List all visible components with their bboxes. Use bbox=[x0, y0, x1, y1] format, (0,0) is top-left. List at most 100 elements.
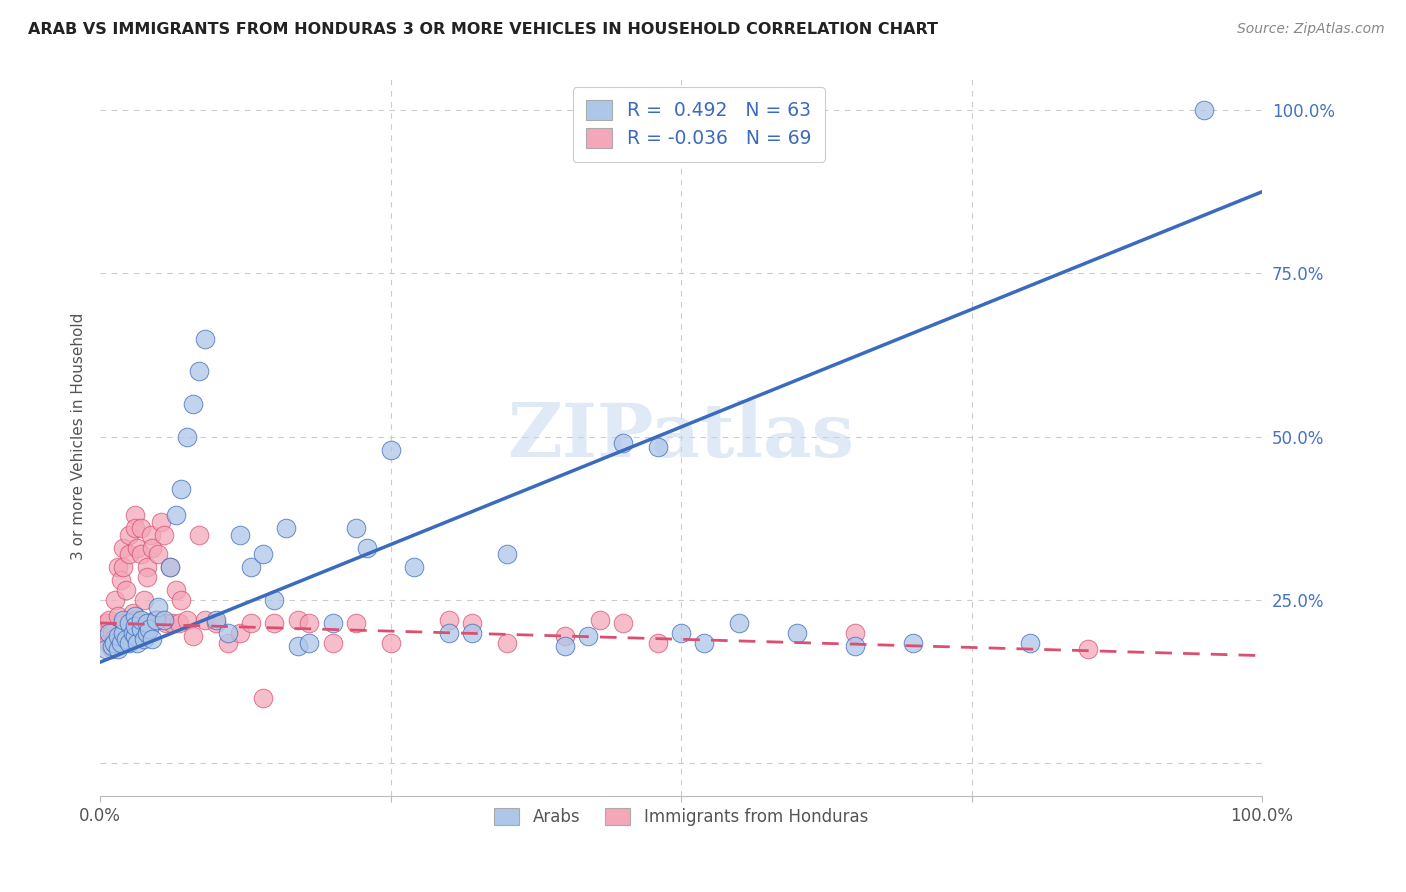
Point bbox=[402, 560, 425, 574]
Point bbox=[693, 635, 716, 649]
Point bbox=[647, 440, 669, 454]
Point bbox=[127, 541, 149, 555]
Text: ZIPatlas: ZIPatlas bbox=[508, 401, 855, 474]
Point bbox=[554, 629, 576, 643]
Point bbox=[103, 635, 125, 649]
Point bbox=[108, 635, 131, 649]
Point bbox=[141, 528, 163, 542]
Point bbox=[124, 619, 146, 633]
Point bbox=[118, 528, 141, 542]
Point bbox=[165, 583, 187, 598]
Point bbox=[181, 629, 204, 643]
Point bbox=[112, 541, 135, 555]
Point bbox=[287, 639, 309, 653]
Point bbox=[103, 632, 125, 647]
Point bbox=[107, 609, 129, 624]
Point bbox=[287, 613, 309, 627]
Point bbox=[228, 528, 250, 542]
Point bbox=[138, 615, 160, 630]
Point bbox=[145, 613, 167, 627]
Point bbox=[107, 629, 129, 643]
Point bbox=[134, 593, 156, 607]
Point bbox=[437, 613, 460, 627]
Point bbox=[612, 436, 634, 450]
Point bbox=[380, 635, 402, 649]
Text: Source: ZipAtlas.com: Source: ZipAtlas.com bbox=[1237, 22, 1385, 37]
Point bbox=[121, 625, 143, 640]
Point bbox=[356, 541, 378, 555]
Point bbox=[187, 528, 209, 542]
Point bbox=[159, 560, 181, 574]
Point bbox=[112, 560, 135, 574]
Point bbox=[110, 635, 132, 649]
Point bbox=[240, 615, 263, 630]
Point bbox=[321, 615, 343, 630]
Point bbox=[194, 613, 217, 627]
Point bbox=[114, 632, 136, 647]
Y-axis label: 3 or more Vehicles in Household: 3 or more Vehicles in Household bbox=[72, 313, 86, 560]
Point bbox=[554, 639, 576, 653]
Point bbox=[148, 599, 170, 614]
Point bbox=[138, 623, 160, 637]
Point bbox=[124, 508, 146, 523]
Point bbox=[104, 593, 127, 607]
Point bbox=[321, 635, 343, 649]
Point bbox=[669, 625, 692, 640]
Point bbox=[94, 642, 117, 657]
Point bbox=[93, 625, 115, 640]
Point bbox=[141, 632, 163, 647]
Point bbox=[121, 615, 143, 630]
Point bbox=[903, 635, 925, 649]
Point bbox=[170, 593, 193, 607]
Point bbox=[176, 430, 198, 444]
Point bbox=[135, 560, 157, 574]
Point bbox=[110, 574, 132, 588]
Point bbox=[1077, 642, 1099, 657]
Point bbox=[112, 613, 135, 627]
Point bbox=[160, 615, 183, 630]
Point bbox=[135, 570, 157, 584]
Point bbox=[844, 625, 866, 640]
Point bbox=[121, 606, 143, 620]
Point bbox=[344, 521, 367, 535]
Point bbox=[205, 613, 228, 627]
Point bbox=[153, 613, 176, 627]
Point bbox=[170, 482, 193, 496]
Point bbox=[100, 625, 122, 640]
Point bbox=[94, 615, 117, 630]
Point bbox=[148, 547, 170, 561]
Point bbox=[98, 613, 121, 627]
Point bbox=[134, 632, 156, 647]
Point bbox=[495, 547, 517, 561]
Point bbox=[129, 547, 152, 561]
Point bbox=[148, 613, 170, 627]
Point bbox=[461, 625, 484, 640]
Point bbox=[118, 615, 141, 630]
Text: ARAB VS IMMIGRANTS FROM HONDURAS 3 OR MORE VEHICLES IN HOUSEHOLD CORRELATION CHA: ARAB VS IMMIGRANTS FROM HONDURAS 3 OR MO… bbox=[28, 22, 938, 37]
Point bbox=[149, 515, 172, 529]
Point bbox=[129, 623, 152, 637]
Point bbox=[124, 521, 146, 535]
Point bbox=[127, 635, 149, 649]
Legend: Arabs, Immigrants from Honduras: Arabs, Immigrants from Honduras bbox=[486, 799, 876, 835]
Point bbox=[165, 508, 187, 523]
Point bbox=[217, 625, 239, 640]
Point bbox=[114, 583, 136, 598]
Point bbox=[100, 639, 122, 653]
Point bbox=[786, 625, 808, 640]
Point bbox=[344, 615, 367, 630]
Point bbox=[576, 629, 599, 643]
Point bbox=[107, 560, 129, 574]
Point bbox=[135, 615, 157, 630]
Point bbox=[112, 625, 135, 640]
Point bbox=[124, 629, 146, 643]
Point bbox=[1018, 635, 1040, 649]
Point bbox=[181, 397, 204, 411]
Point bbox=[167, 615, 190, 630]
Point bbox=[217, 635, 239, 649]
Point bbox=[252, 547, 274, 561]
Point bbox=[252, 691, 274, 706]
Point bbox=[647, 635, 669, 649]
Point bbox=[97, 635, 120, 649]
Point bbox=[437, 625, 460, 640]
